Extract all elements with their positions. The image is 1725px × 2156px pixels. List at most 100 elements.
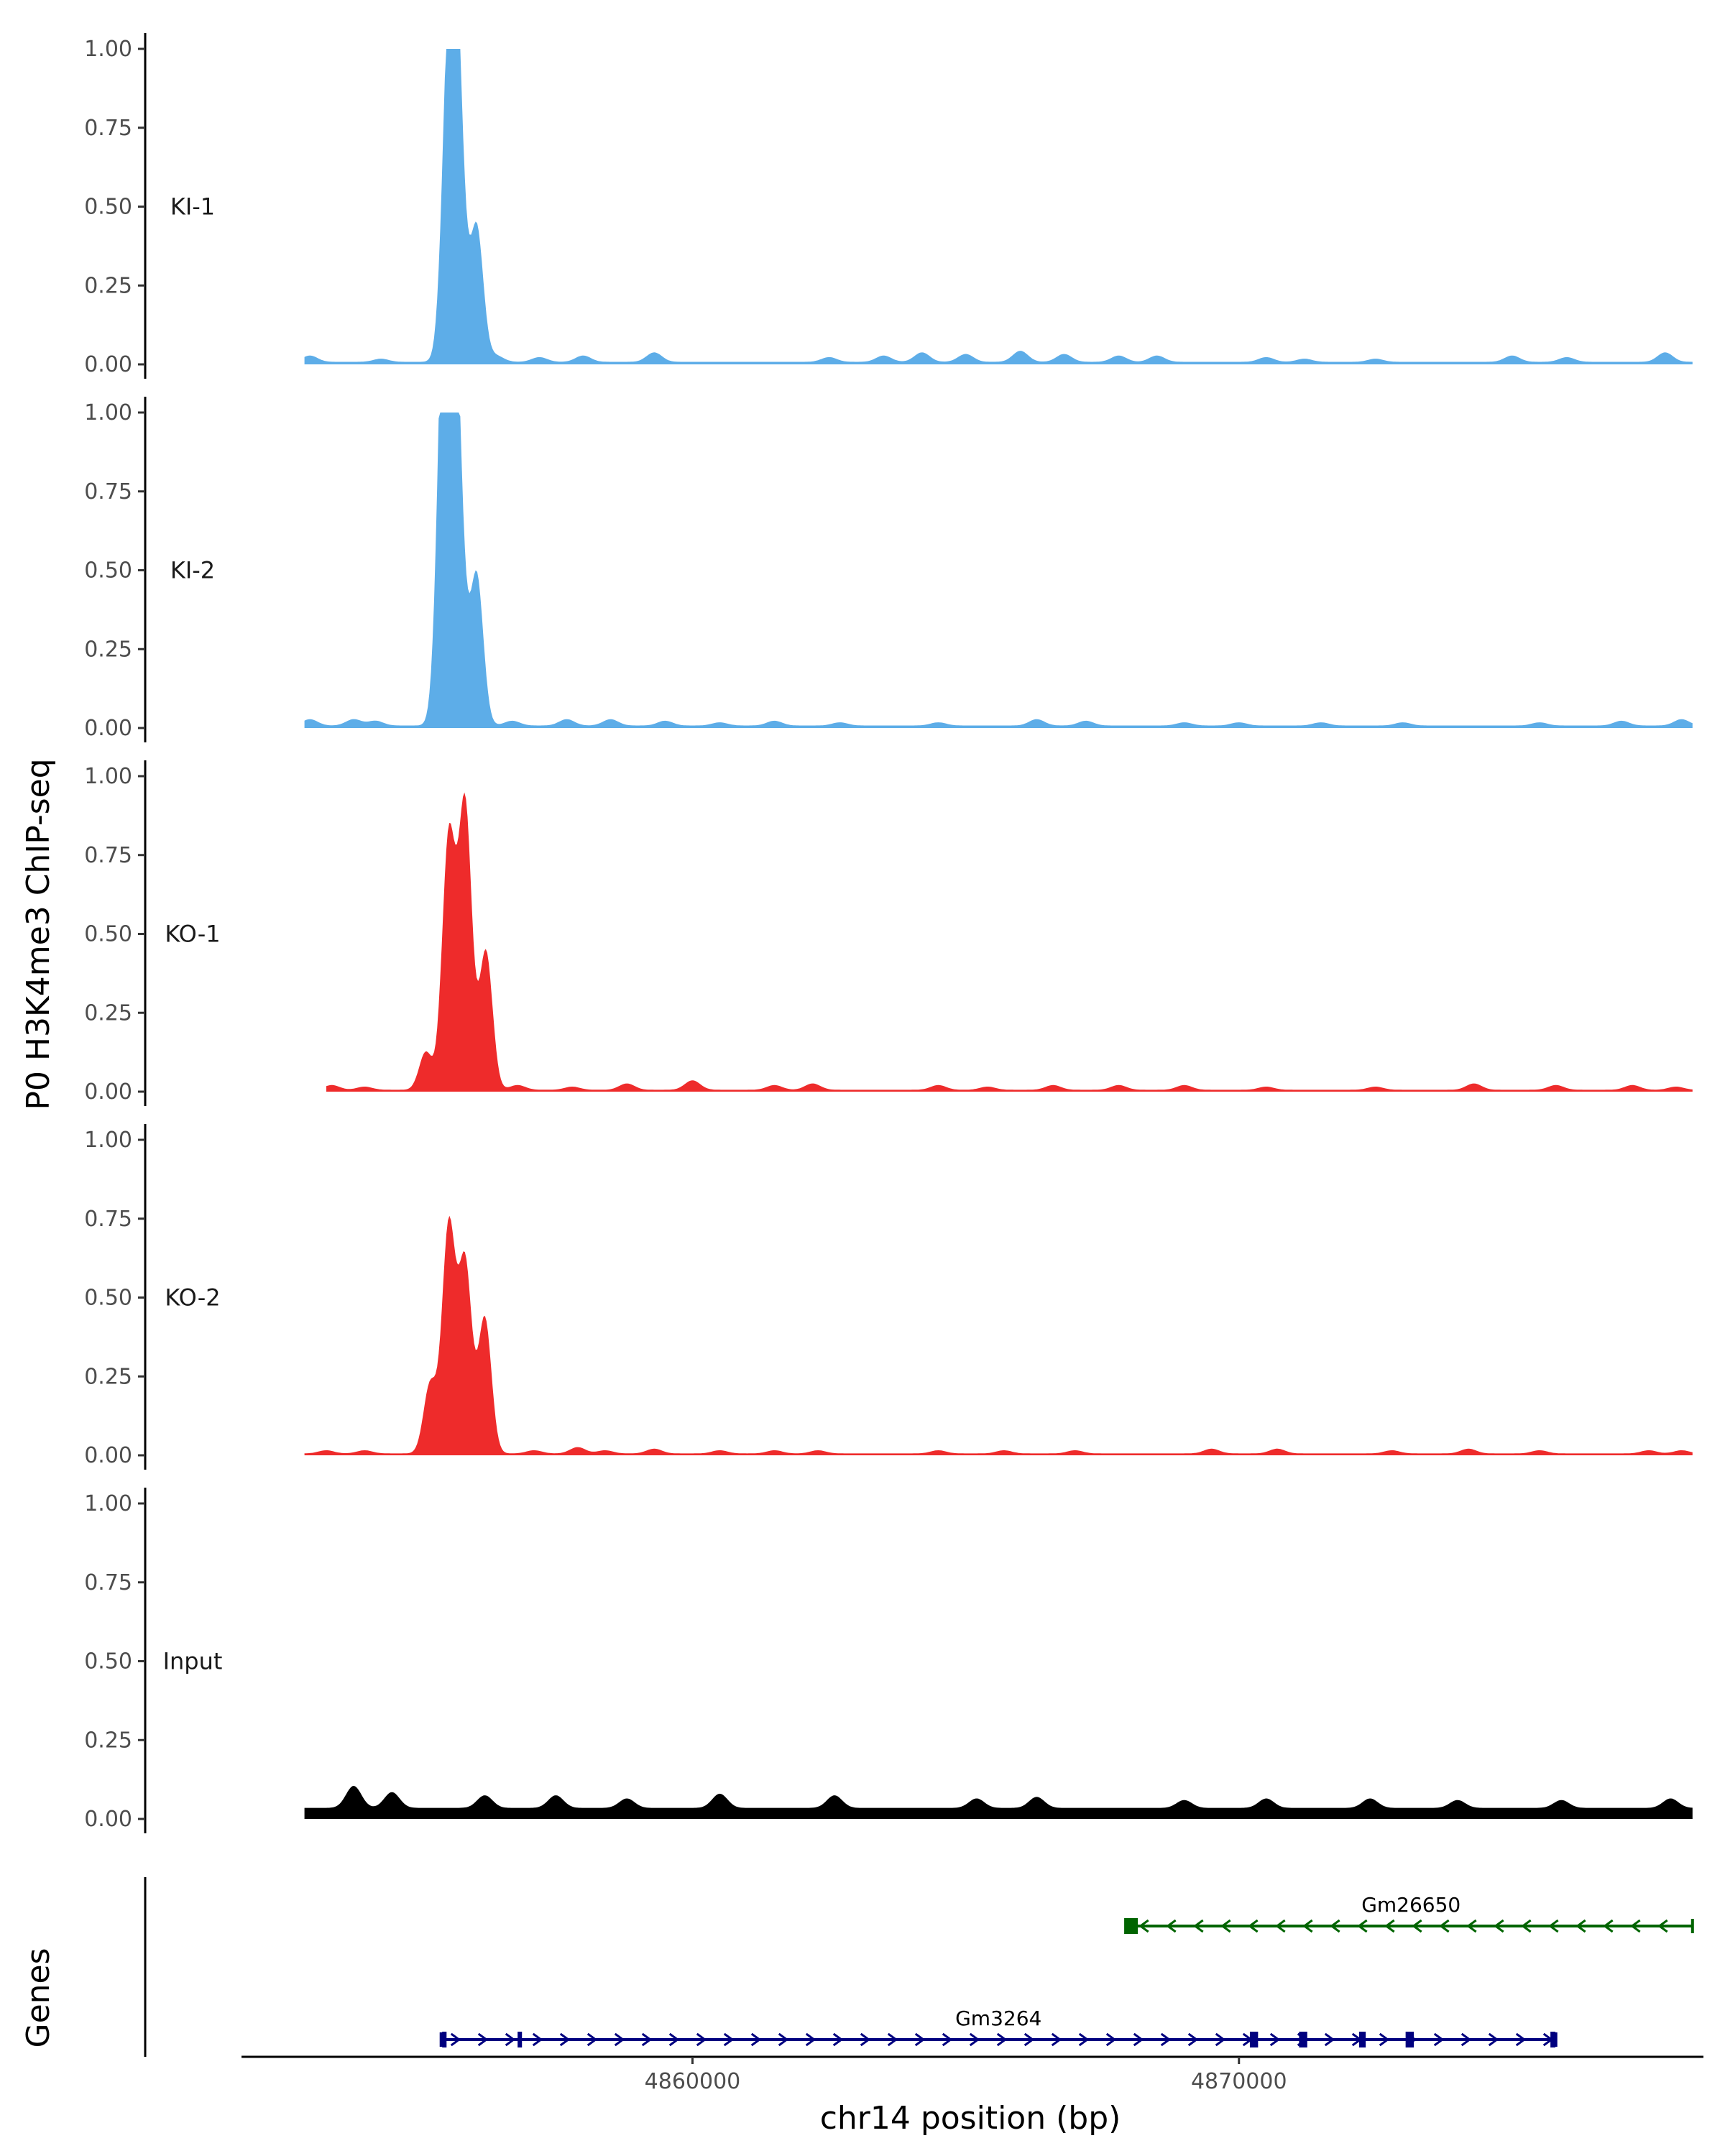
y-tick-label: 1.00 xyxy=(84,1491,132,1516)
strand-arrow xyxy=(942,2032,953,2047)
strand-arrow xyxy=(1324,2032,1335,2047)
strand-arrow xyxy=(1439,1919,1450,1933)
gene-name-label: Gm26650 xyxy=(1361,1893,1460,1917)
strand-arrow xyxy=(1412,1919,1422,1933)
strand-arrow xyxy=(860,2032,871,2047)
exon-block xyxy=(1550,2032,1555,2047)
y-tick-label: 0.00 xyxy=(84,352,132,377)
exon-block xyxy=(1405,2032,1414,2047)
signal-area-ko-1 xyxy=(326,792,1693,1092)
strand-arrow xyxy=(450,2032,461,2047)
strand-arrow xyxy=(1466,1919,1477,1933)
strand-arrow xyxy=(1379,2032,1390,2047)
track-ko-2: 0.00 0.25 0.50 0.75 1.00 KO-2 xyxy=(84,1124,1693,1470)
strand-arrow xyxy=(1433,2032,1445,2047)
strand-arrow xyxy=(1275,1919,1286,1933)
strand-arrow xyxy=(505,2032,516,2047)
y-tick-label: 0.50 xyxy=(84,922,132,947)
track-input: 0.00 0.25 0.50 0.75 1.00 Input xyxy=(84,1488,1693,1833)
strand-arrow xyxy=(668,2032,680,2047)
strand-arrow xyxy=(1138,1919,1149,1933)
y-tick-label: 0.75 xyxy=(84,843,132,868)
y-tick-label: 0.50 xyxy=(84,1649,132,1674)
strand-arrow xyxy=(1215,2032,1226,2047)
exon-block xyxy=(1359,2032,1366,2047)
strand-arrow xyxy=(1220,1919,1231,1933)
y-tick-label: 1.00 xyxy=(84,764,132,789)
y-tick-label: 0.00 xyxy=(84,716,132,741)
strand-arrow xyxy=(1630,1919,1641,1933)
strand-arrow xyxy=(1548,1919,1559,1933)
track-ki-2: 0.00 0.25 0.50 0.75 1.00 KI-2 xyxy=(84,397,1693,742)
strand-arrow xyxy=(696,2032,707,2047)
y-tick-label: 0.25 xyxy=(84,1000,132,1026)
strand-arrow xyxy=(1193,1919,1204,1933)
strand-arrow xyxy=(1515,2032,1527,2047)
strand-arrow xyxy=(996,2032,1008,2047)
strand-arrow xyxy=(1269,2032,1281,2047)
strand-arrow xyxy=(1330,1919,1340,1933)
strand-arrow xyxy=(832,2032,844,2047)
strand-arrow xyxy=(1521,1919,1532,1933)
x-axis-title: chr14 position (bp) xyxy=(820,2100,1121,2137)
strand-arrow xyxy=(1105,2032,1117,2047)
strand-arrow xyxy=(1166,1919,1177,1933)
y-tick-label: 1.00 xyxy=(84,1128,132,1153)
signal-area-ki-2 xyxy=(304,413,1693,728)
strand-arrow xyxy=(723,2032,735,2047)
y-tick-label: 0.00 xyxy=(84,1079,132,1105)
strand-arrow xyxy=(1078,2032,1090,2047)
track-label: KI-2 xyxy=(170,557,215,584)
strand-arrow xyxy=(805,2032,816,2047)
y-tick-label: 1.00 xyxy=(84,37,132,62)
y-tick-label: 0.50 xyxy=(84,195,132,220)
gene-annotation-track: Gm26650 Gm3264 xyxy=(144,1877,1694,2057)
signal-area-input xyxy=(304,1785,1693,1819)
y-tick-label: 0.25 xyxy=(84,1728,132,1753)
y-axis-title: P0 H3K4me3 ChIP-seq xyxy=(20,758,57,1110)
strand-arrow xyxy=(1576,1919,1586,1933)
strand-arrow xyxy=(969,2032,980,2047)
y-tick-label: 0.00 xyxy=(84,1443,132,1468)
strand-arrow xyxy=(559,2032,571,2047)
track-label: Input xyxy=(163,1648,223,1675)
y-tick-label: 0.25 xyxy=(84,1364,132,1389)
strand-arrow xyxy=(532,2032,543,2047)
strand-arrow xyxy=(778,2032,789,2047)
strand-arrow xyxy=(586,2032,598,2047)
strand-arrow xyxy=(477,2032,489,2047)
strand-arrow xyxy=(1051,2032,1062,2047)
y-tick-label: 0.00 xyxy=(84,1807,132,1832)
signal-area-ko-2 xyxy=(304,1215,1693,1455)
strand-arrow xyxy=(641,2032,653,2047)
strand-arrow xyxy=(1160,2032,1172,2047)
strand-arrow xyxy=(1133,2032,1144,2047)
track-ki-1: 0.00 0.25 0.50 0.75 1.00 KI-1 xyxy=(84,33,1693,379)
strand-arrow xyxy=(914,2032,926,2047)
gene-name-label: Gm3264 xyxy=(955,2007,1041,2030)
exon-block xyxy=(518,2032,523,2047)
y-tick-label: 0.50 xyxy=(84,1286,132,1311)
y-tick-label: 0.25 xyxy=(84,637,132,662)
strand-arrow xyxy=(1384,1919,1395,1933)
x-tick-label: 4860000 xyxy=(645,2069,741,2094)
track-ko-1: 0.00 0.25 0.50 0.75 1.00 KO-1 xyxy=(84,760,1693,1106)
strand-arrow xyxy=(1357,1919,1368,1933)
gene-gm26650: Gm26650 xyxy=(1124,1893,1694,1934)
strand-arrow xyxy=(1460,2032,1472,2047)
x-axis: 4860000 4870000 xyxy=(242,2055,1703,2094)
y-tick-label: 0.50 xyxy=(84,558,132,584)
y-tick-label: 0.75 xyxy=(84,479,132,505)
y-tick-label: 0.75 xyxy=(84,116,132,141)
y-tick-label: 0.25 xyxy=(84,273,132,298)
strand-arrow xyxy=(1603,1919,1614,1933)
strand-arrow xyxy=(1494,1919,1504,1933)
strand-arrow xyxy=(1302,1919,1313,1933)
track-label: KO-2 xyxy=(165,1284,220,1312)
y-tick-label: 1.00 xyxy=(84,400,132,425)
x-tick-label: 4870000 xyxy=(1191,2069,1287,2094)
strand-arrow xyxy=(1024,2032,1035,2047)
strand-arrow xyxy=(1488,2032,1499,2047)
exon-block xyxy=(442,2032,447,2047)
track-label: KI-1 xyxy=(170,193,215,221)
